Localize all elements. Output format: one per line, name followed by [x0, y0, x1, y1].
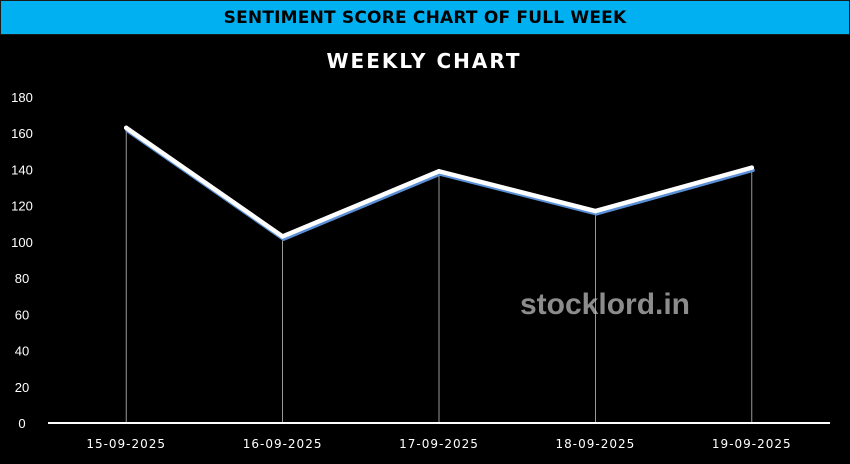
watermark-text: stocklord.in	[520, 288, 690, 321]
drop-lines	[125, 127, 753, 423]
data-point	[280, 234, 285, 239]
y-tick-label: 140	[11, 162, 33, 177]
y-tick-label: 180	[11, 90, 33, 105]
chart-area: WEEKLY CHART stocklord.in 0 20 40 60 80 100 12…	[0, 35, 850, 464]
x-tick-label: 17-09-2025	[399, 437, 479, 451]
header-title: SENTIMENT SCORE CHART OF FULL WEEK	[223, 7, 627, 28]
y-tick-label: 160	[11, 126, 33, 141]
y-tick-label: 60	[15, 307, 29, 322]
x-tick-label: 19-09-2025	[712, 437, 792, 451]
data-point	[124, 125, 129, 130]
series-lines	[123, 125, 755, 241]
y-tick-label: 20	[15, 380, 29, 395]
x-tick-label: 15-09-2025	[86, 437, 166, 451]
chart-title: WEEKLY CHART	[327, 49, 522, 73]
y-tick-label: 120	[11, 199, 33, 214]
y-tick-label: 80	[15, 271, 29, 286]
data-point	[436, 169, 442, 174]
y-tick-label: 0	[18, 416, 25, 431]
chart-header: SENTIMENT SCORE CHART OF FULL WEEK	[0, 0, 850, 35]
y-axis-ticks: 0 20 40 60 80 100 120 140 160 180	[11, 90, 33, 431]
data-point	[749, 165, 754, 170]
y-tick-label: 100	[11, 235, 33, 250]
series-line-shadow	[125, 128, 755, 241]
x-tick-label: 18-09-2025	[556, 437, 636, 451]
data-point	[593, 208, 598, 214]
y-tick-label: 40	[15, 344, 29, 359]
x-axis-ticks: 15-09-2025 16-09-2025 17-09-2025 18-09-2025…	[86, 437, 792, 451]
line-chart: WEEKLY CHART stocklord.in 0 20 40 60 80 100 12…	[11, 49, 830, 451]
x-tick-label: 16-09-2025	[243, 437, 323, 451]
